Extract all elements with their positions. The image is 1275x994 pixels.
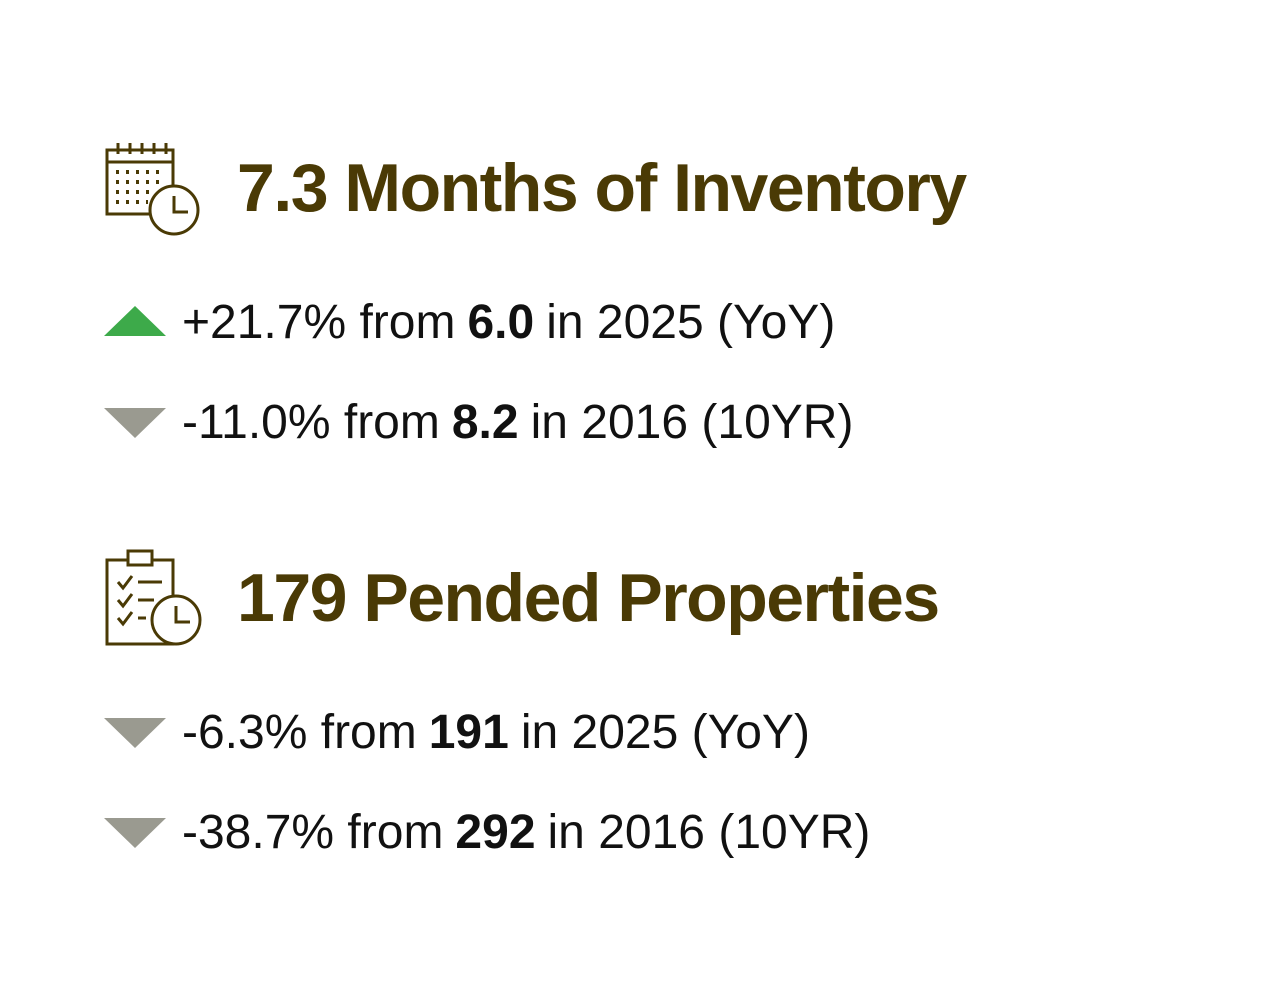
period-text: in 2016 (10YR) [547, 805, 871, 859]
change-text: -6.3% from [182, 705, 417, 759]
change-row: -11.0% from 8.2 in 2016 (10YR) [104, 392, 853, 452]
base-text: 8.2 [451, 395, 519, 449]
section-title: 7.3 Months of Inventory [237, 150, 967, 226]
period-text: in 2025 (YoY) [546, 295, 836, 349]
triangle [104, 408, 166, 438]
trend-arrow [104, 818, 166, 848]
change-text: +21.7% from [182, 295, 456, 349]
change-row: -6.3% from 191 in 2025 (YoY) [104, 702, 810, 762]
period-text: in 2016 (10YR) [530, 395, 854, 449]
section-title: 179 Pended Properties [237, 560, 940, 636]
base-text: 292 [455, 805, 536, 859]
trend-arrow [104, 306, 166, 336]
change-row: +21.7% from 6.0 in 2025 (YoY) [104, 292, 835, 352]
period-text: in 2025 (YoY) [520, 705, 810, 759]
triangle [104, 818, 166, 848]
trend-arrow [104, 408, 166, 438]
change-text: -11.0% from [182, 395, 440, 449]
base-text: 191 [428, 705, 509, 759]
calendar-icon [105, 143, 200, 236]
change-row: -38.7% from 292 in 2016 (10YR) [104, 802, 870, 862]
change-text: -38.7% from [182, 805, 444, 859]
trend-arrow [104, 718, 166, 748]
triangle [104, 718, 166, 748]
triangle [104, 306, 166, 336]
base-text: 6.0 [467, 295, 535, 349]
clipboard-icon [105, 549, 202, 646]
